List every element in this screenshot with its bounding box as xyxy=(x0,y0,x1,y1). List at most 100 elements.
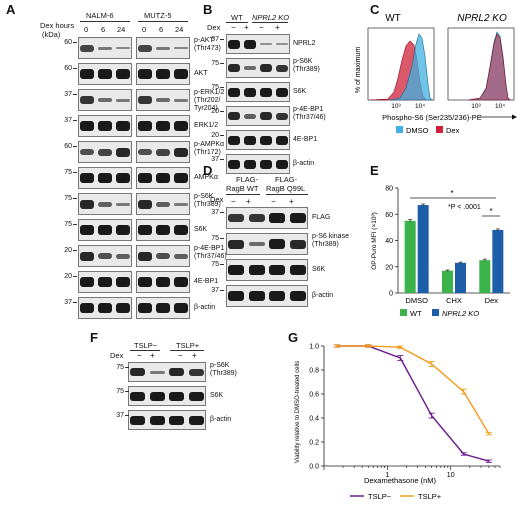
kda-marker: 60 xyxy=(56,39,77,46)
blot-band xyxy=(228,265,245,275)
blot-band xyxy=(243,159,257,169)
blot-band xyxy=(269,291,286,301)
e-ytick-label: 40 xyxy=(385,238,393,245)
e-bars: DMSO CHX Dex xyxy=(404,203,504,305)
panel-g-label: G xyxy=(288,330,299,345)
kda-marker: 20 xyxy=(56,273,77,280)
legend-tslp-neg: TSLP− xyxy=(368,492,392,501)
kda-marker: 20 xyxy=(203,132,224,139)
protein-label: p-AKT xyxy=(194,37,214,44)
blot-band xyxy=(98,148,112,156)
blot-band xyxy=(169,368,185,376)
protein-label: ERK1/2 xyxy=(194,122,219,129)
blot-band xyxy=(174,225,188,235)
blot-band xyxy=(174,277,188,287)
legend-wt: WT xyxy=(410,309,422,318)
blot-strip xyxy=(226,82,290,102)
e-bar xyxy=(492,230,504,293)
blot-band xyxy=(275,43,289,45)
e-category-label: CHX xyxy=(446,296,462,305)
e-ytick-label: 80 xyxy=(385,186,393,193)
blot-band xyxy=(289,291,306,301)
g-ytick-label: 0.0 xyxy=(309,464,319,471)
blot-band xyxy=(227,112,241,120)
group-ragb-wt-2: RagB WT xyxy=(226,184,259,193)
g-ytick-label: 0.6 xyxy=(309,392,319,399)
dex-sign: − xyxy=(178,351,183,360)
blot-band xyxy=(116,253,130,259)
e-ylabel: OP-Puro MFI (×10³) xyxy=(371,212,378,270)
blot-band xyxy=(130,391,146,401)
protein-label: p-S6 kinase xyxy=(312,233,349,240)
blot-band xyxy=(80,303,94,313)
timepoint-label: 6 xyxy=(159,25,164,34)
blot-band xyxy=(156,201,170,207)
blot-band xyxy=(174,147,188,157)
panel-f-label: F xyxy=(90,330,98,345)
cell-line-underline xyxy=(80,21,130,22)
legend-dex: Dex xyxy=(446,126,460,135)
blot-band xyxy=(174,47,188,49)
protein-label: p-AMPKα xyxy=(194,141,225,148)
blot-band xyxy=(227,39,241,49)
blot-band xyxy=(138,69,152,79)
blot-band xyxy=(156,303,170,313)
protein-label: p-S6K xyxy=(210,362,230,369)
blot-strip xyxy=(226,285,308,307)
blot-band xyxy=(259,64,273,72)
tick-1e3: 10³ xyxy=(391,103,401,110)
protein-site-label: (Thr389) xyxy=(312,241,339,248)
blot-band xyxy=(98,303,112,313)
blot-band xyxy=(98,225,112,235)
blot-band xyxy=(174,69,188,79)
blot-band xyxy=(116,277,130,287)
dex-sign: − xyxy=(231,23,236,32)
blot-band xyxy=(269,239,286,249)
blot-strip xyxy=(128,362,206,382)
group-ragb-q99l-1: FLAG- xyxy=(274,175,298,184)
blot-band xyxy=(80,149,94,155)
arrow-head xyxy=(512,114,517,120)
dex-sign: + xyxy=(192,351,197,360)
blot-band xyxy=(275,64,289,72)
kda-marker: 75 xyxy=(203,261,224,268)
blot-band xyxy=(80,277,94,287)
protein-label: p-S6K xyxy=(194,193,214,200)
blot-band xyxy=(156,253,170,259)
blot-band xyxy=(80,69,94,79)
kda-marker: 75 xyxy=(56,221,77,228)
blot-band xyxy=(138,277,152,287)
blot-band xyxy=(275,87,289,97)
blot-strip xyxy=(128,410,206,430)
protein-label: S6K xyxy=(210,392,224,399)
blot-band xyxy=(243,87,257,97)
group-underline xyxy=(226,22,248,23)
protein-label: NPRL2 xyxy=(293,40,316,47)
group-wt: WT xyxy=(231,13,243,22)
kda-marker: 37 xyxy=(56,91,77,98)
hist-ylabel: % of maximum xyxy=(355,47,362,93)
cell-line-underline xyxy=(138,21,188,22)
timepoint-label: 24 xyxy=(175,25,184,34)
blot-band xyxy=(98,277,112,287)
blot-band xyxy=(116,303,130,313)
blot-band xyxy=(228,291,245,301)
blot-strip xyxy=(226,58,290,78)
group-tslp-pos: TSLP+ xyxy=(176,341,200,350)
e-bar xyxy=(442,270,453,293)
e-category-label: DMSO xyxy=(405,296,428,305)
blot-band xyxy=(138,225,152,235)
protein-label: p-S6K xyxy=(293,58,313,65)
hist-xlabel: Phospho-S6 (Ser235/236)-PE xyxy=(382,113,482,122)
protein-label: β-actin xyxy=(312,292,334,299)
blot-band xyxy=(174,173,188,183)
timepoint-label: 0 xyxy=(142,25,147,34)
legend-swatch-dmso xyxy=(396,126,403,133)
protein-label: S6K xyxy=(293,88,307,95)
dex-label: Dex xyxy=(110,351,124,360)
blot-band xyxy=(80,173,94,183)
dex-sign: + xyxy=(289,197,294,206)
g-ytick-label: 1.0 xyxy=(309,344,319,351)
kda-marker: 75 xyxy=(108,364,129,371)
blot-band xyxy=(156,69,170,79)
